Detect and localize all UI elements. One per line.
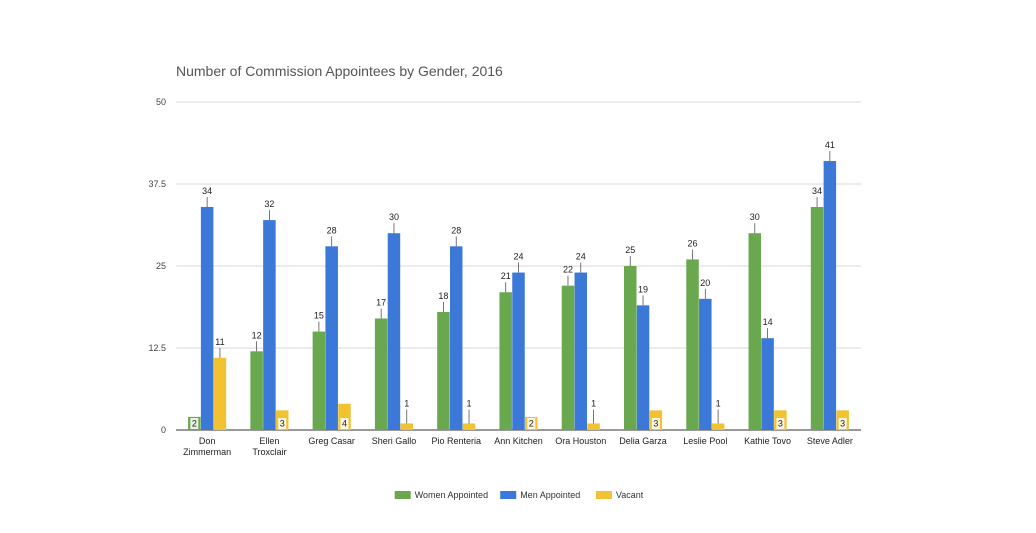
data-label: 1 <box>404 398 409 408</box>
bar-women-appointed <box>374 318 388 430</box>
legend-item-label: Men Appointed <box>520 490 580 500</box>
bar-men-appointed <box>387 233 401 430</box>
data-label: 30 <box>750 212 760 222</box>
data-label: 20 <box>700 278 710 288</box>
bar-women-appointed <box>686 259 699 430</box>
bar-women-appointed <box>623 266 637 430</box>
x-tick-label: Ellen <box>259 436 279 446</box>
y-tick-label: 0 <box>161 425 166 435</box>
data-label: 1 <box>467 398 472 408</box>
bar-women-appointed <box>437 311 450 430</box>
data-label: 41 <box>825 140 835 150</box>
bar-women-appointed <box>810 206 824 430</box>
data-label-box <box>838 418 847 429</box>
x-tick-label: Kathie Tovo <box>744 436 791 446</box>
data-label: 1 <box>591 398 596 408</box>
data-label: 17 <box>376 297 386 307</box>
y-tick-label: 12.5 <box>148 343 166 353</box>
legend-item-label: Women Appointed <box>415 490 488 500</box>
data-label: 19 <box>638 284 648 294</box>
bar-men-appointed <box>263 220 276 430</box>
bar-vacant <box>587 423 600 430</box>
y-tick-label: 50 <box>156 97 166 107</box>
data-label: 18 <box>438 291 448 301</box>
bar-women-appointed <box>748 233 762 430</box>
bar-men-appointed <box>512 272 525 430</box>
bar-men-appointed <box>200 206 214 430</box>
bar-women-appointed <box>250 351 263 430</box>
data-label: 25 <box>625 245 635 255</box>
legend-swatch <box>394 491 411 499</box>
x-tick-label: Troxclair <box>252 447 286 457</box>
bar-men-appointed <box>823 161 837 431</box>
data-label: 24 <box>513 252 523 262</box>
bar-men-appointed <box>699 298 712 430</box>
data-label-box <box>278 418 287 429</box>
data-label-box <box>190 418 199 429</box>
y-tick-label: 37.5 <box>148 179 166 189</box>
x-tick-label: Zimmerman <box>183 447 231 457</box>
x-tick-label: Delia Garza <box>619 436 667 446</box>
chart-title: Number of Commission Appointees by Gende… <box>176 63 503 79</box>
bar-vacant <box>213 357 227 430</box>
data-label: 3 <box>840 419 845 429</box>
data-label: 14 <box>763 317 773 327</box>
bar-women-appointed <box>499 292 512 430</box>
data-label: 21 <box>501 271 511 281</box>
data-label: 2 <box>192 419 197 429</box>
data-label: 34 <box>202 186 212 196</box>
legend-swatch <box>595 491 612 499</box>
bar-men-appointed <box>449 246 463 430</box>
x-tick-label: Sheri Gallo <box>372 436 417 446</box>
bar-men-appointed <box>636 305 650 430</box>
data-label: 32 <box>264 199 274 209</box>
data-label: 15 <box>314 311 324 321</box>
data-label: 24 <box>576 252 586 262</box>
data-label: 3 <box>778 419 783 429</box>
data-label-box <box>651 418 660 429</box>
data-label-box <box>776 418 785 429</box>
x-tick-label: Ora Houston <box>555 436 606 446</box>
x-tick-label: Pio Renteria <box>431 436 481 446</box>
x-tick-label: Greg Casar <box>308 436 355 446</box>
y-axis: 0 12.5 25 37.5 50 <box>148 97 166 435</box>
data-label: 28 <box>327 225 337 235</box>
y-tick-label: 25 <box>156 261 166 271</box>
data-label: 34 <box>812 186 822 196</box>
data-label: 1 <box>716 398 721 408</box>
data-label-box <box>340 418 349 429</box>
data-label-box <box>527 418 536 429</box>
data-label: 26 <box>688 238 698 248</box>
data-label: 11 <box>215 337 224 347</box>
data-label: 3 <box>280 419 285 429</box>
bar-women-appointed <box>312 331 326 430</box>
x-tick-label: Steve Adler <box>807 436 853 446</box>
legend-item-label: Vacant <box>616 490 644 500</box>
bar-men-appointed <box>574 272 588 430</box>
bar-women-appointed <box>561 285 575 430</box>
x-tick-label: Don <box>199 436 216 446</box>
data-label: 12 <box>252 330 262 340</box>
legend-swatch <box>500 491 517 499</box>
bar-men-appointed <box>761 338 774 430</box>
data-label: 3 <box>653 419 658 429</box>
bars: 2341112323152841730118281212422224125193… <box>188 140 849 431</box>
data-label: 28 <box>451 225 461 235</box>
x-tick-label: Leslie Pool <box>683 436 727 446</box>
legend: Women Appointed Men Appointed Vacant <box>394 490 644 500</box>
data-label: 4 <box>342 419 347 429</box>
bar-vacant <box>711 423 725 430</box>
data-label: 22 <box>563 265 573 275</box>
data-label: 2 <box>529 419 534 429</box>
bar-vacant <box>462 423 476 430</box>
data-label: 30 <box>389 212 399 222</box>
bar-vacant <box>400 423 414 430</box>
bar-men-appointed <box>325 246 338 430</box>
x-tick-label: Ann Kitchen <box>494 436 543 446</box>
